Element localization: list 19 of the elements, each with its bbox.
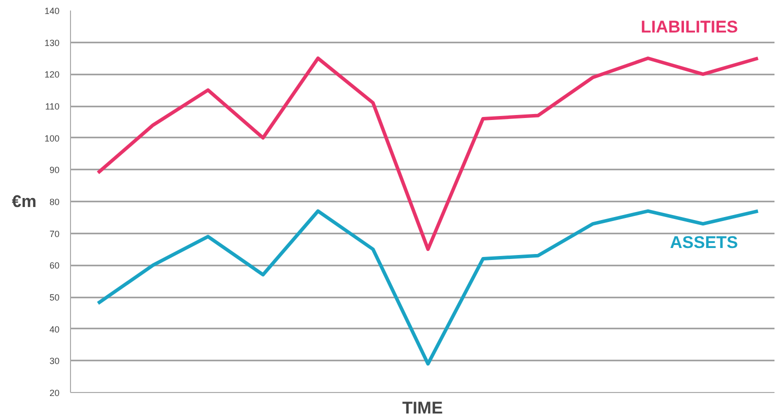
y-tick-label: 40 — [49, 324, 60, 334]
y-tick-label: 100 — [44, 133, 60, 144]
line-series — [96, 56, 760, 251]
series-label: ASSETS — [670, 233, 738, 252]
y-axis-title: €m — [12, 192, 36, 211]
series-label: LIABILITIES — [640, 17, 738, 36]
x-axis-title: TIME — [402, 398, 443, 418]
y-tick-label: 60 — [49, 260, 60, 271]
y-tick-label: 20 — [49, 388, 60, 398]
y-tick-label: 120 — [44, 70, 60, 80]
y-tick-label: 50 — [49, 292, 60, 302]
y-tick-label: 30 — [49, 356, 60, 366]
y-tick-label: 140 — [44, 6, 60, 16]
y-tick-label: 80 — [49, 197, 60, 207]
line-series — [96, 209, 760, 366]
y-tick-label: 90 — [49, 165, 60, 176]
y-tick-label: 110 — [45, 102, 60, 112]
y-tick-label: 70 — [49, 228, 60, 239]
y-tick-label: 130 — [44, 38, 60, 48]
